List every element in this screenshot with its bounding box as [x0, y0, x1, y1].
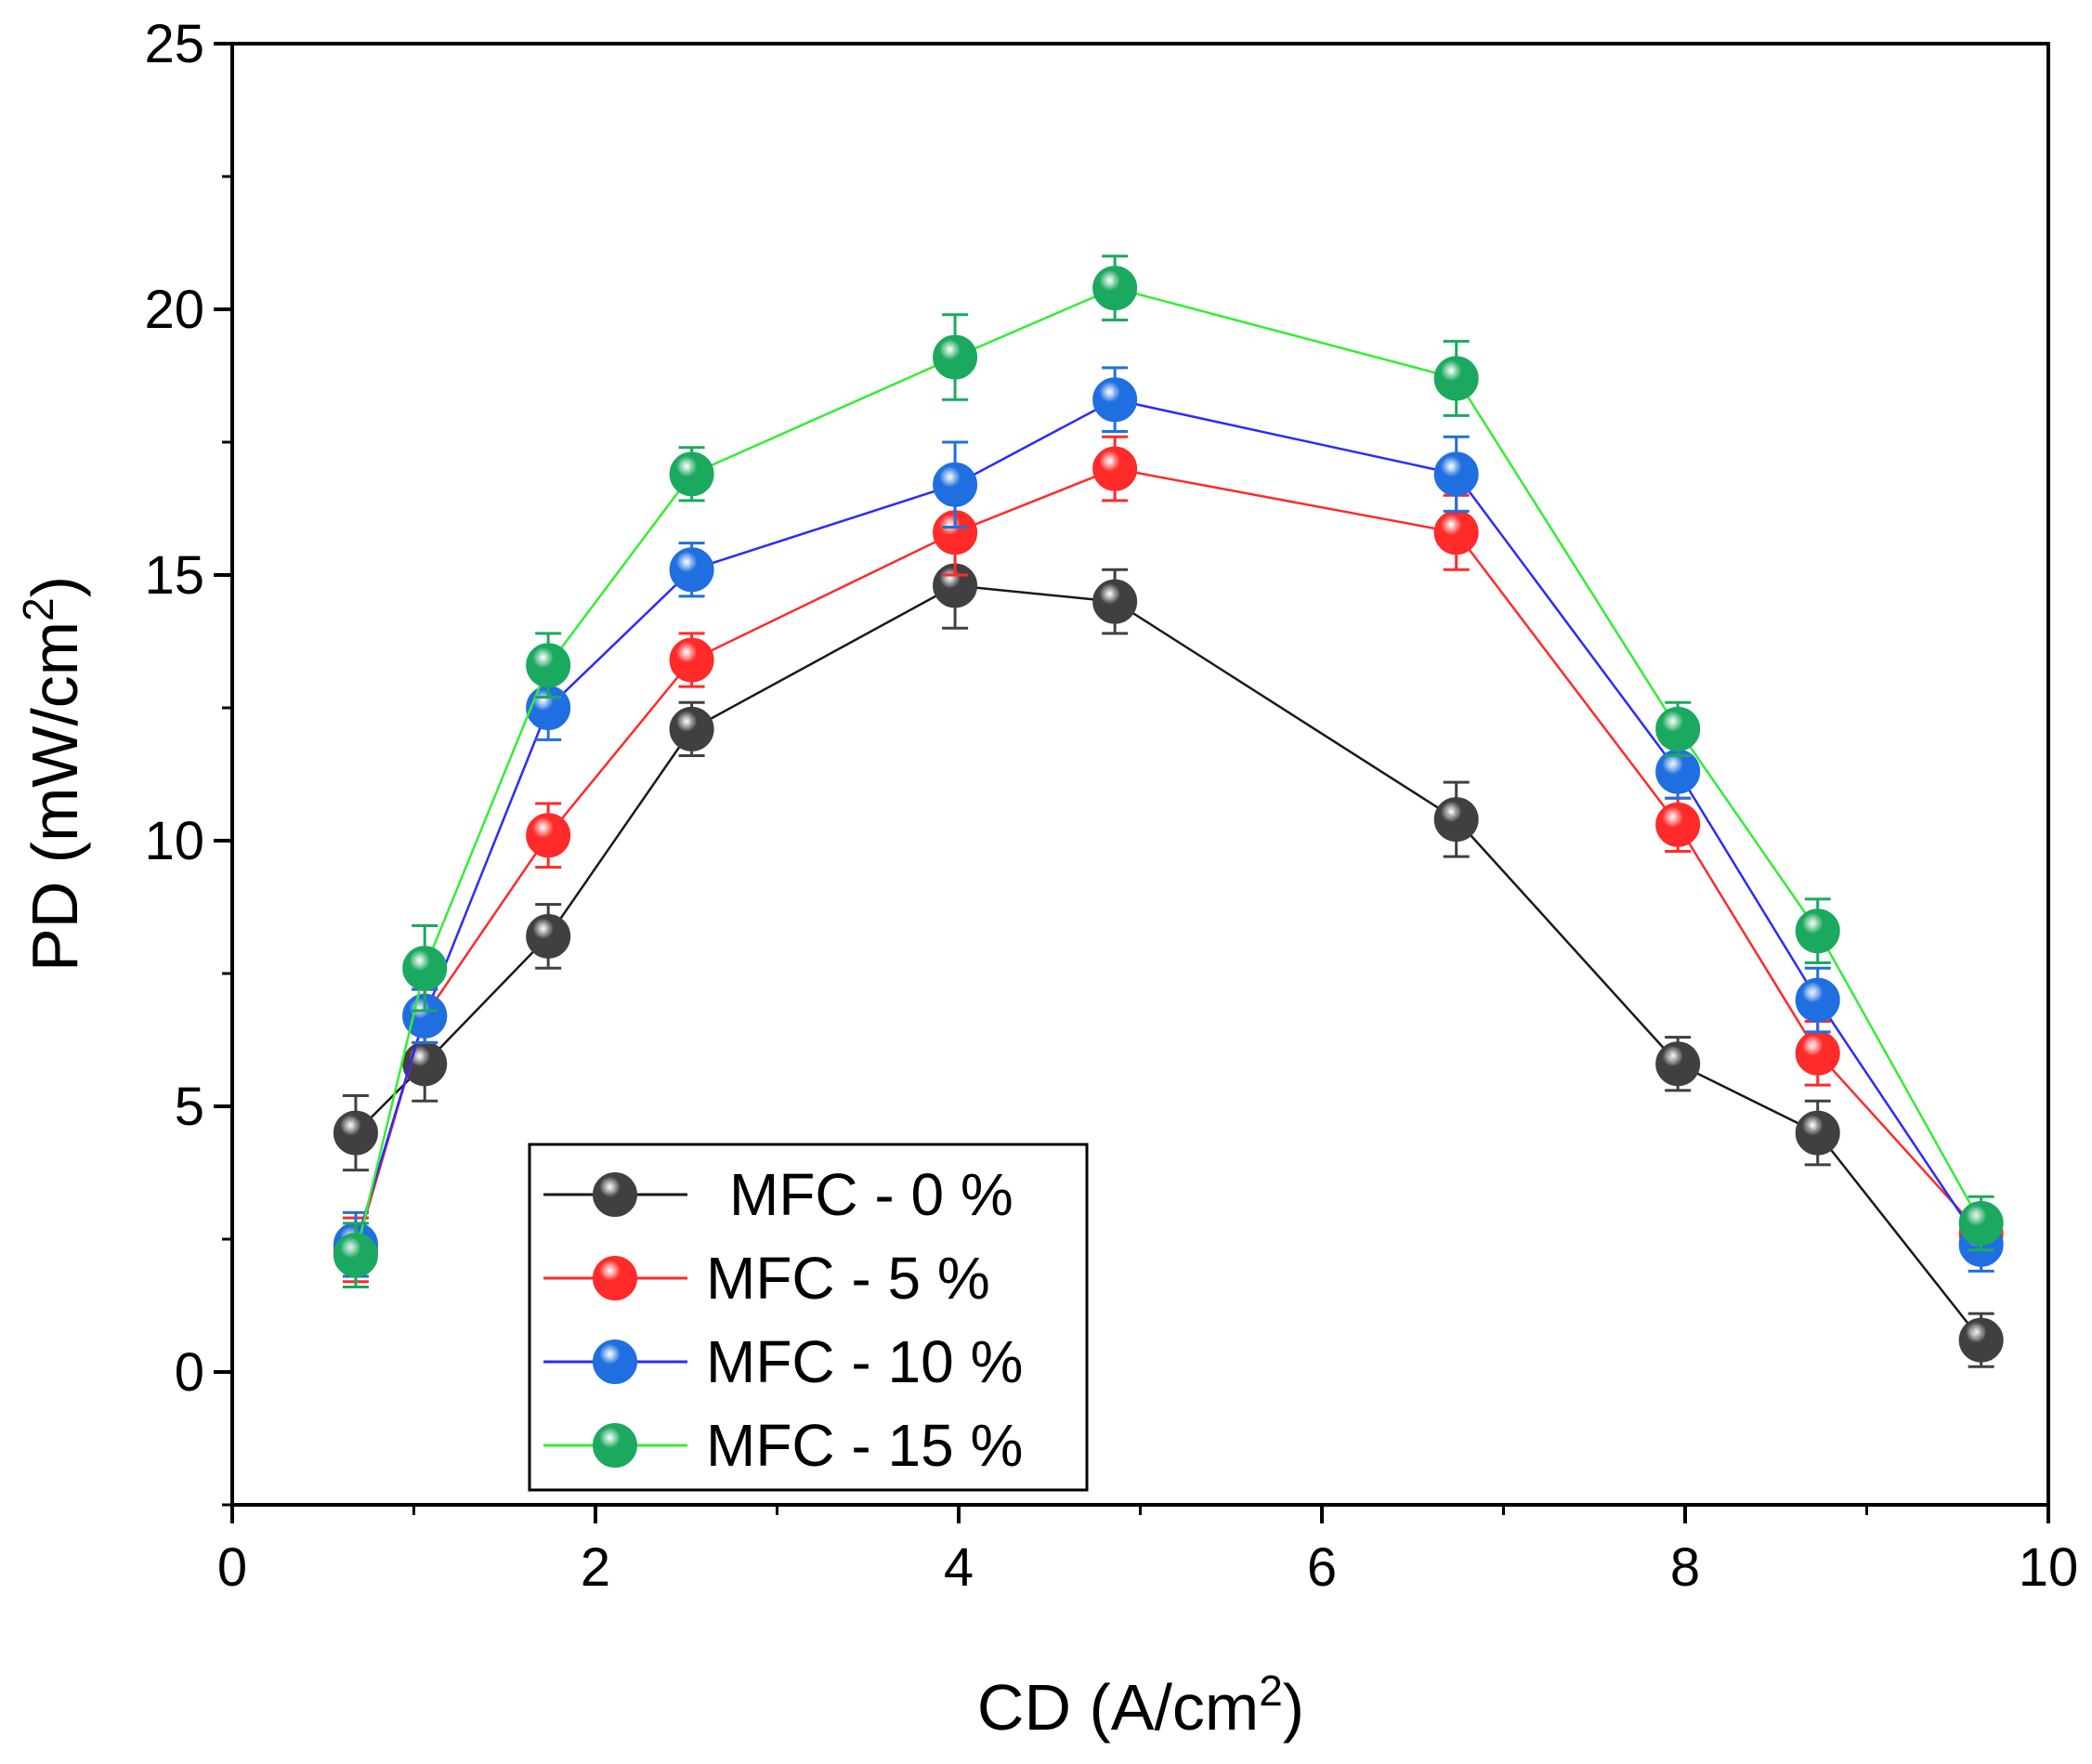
- y-tick-label: 25: [144, 14, 204, 74]
- x-tick-label: 2: [581, 1537, 610, 1598]
- y-tick-label: 0: [175, 1342, 204, 1403]
- data-point: [1433, 356, 1479, 401]
- y-tick-label: 10: [144, 811, 204, 871]
- data-point: [1092, 446, 1138, 491]
- y-tick-label: 15: [144, 545, 204, 606]
- legend-marker: [593, 1339, 637, 1384]
- x-tick-label: 10: [2019, 1537, 2079, 1598]
- x-tick-label: 8: [1670, 1537, 1700, 1598]
- data-point: [1092, 266, 1138, 311]
- y-tick-label: 5: [175, 1077, 204, 1137]
- x-tick-label: 0: [217, 1537, 247, 1598]
- data-point: [1655, 706, 1701, 751]
- x-tick-label: 4: [944, 1537, 974, 1598]
- x-tick-label: 6: [1307, 1537, 1337, 1598]
- legend-marker: [593, 1172, 637, 1217]
- series-layer: [333, 255, 2004, 1368]
- legend-marker: [593, 1423, 637, 1468]
- data-point: [933, 462, 978, 507]
- y-tick-label: 20: [144, 280, 204, 340]
- data-point: [333, 1110, 378, 1156]
- x-axis-title: CD (A/cm2): [977, 1666, 1304, 1744]
- data-point: [333, 1233, 378, 1278]
- series-2: [333, 366, 2004, 1278]
- axis-layer: 0 2 4 6 8 10 0 5 10 15 20 25: [144, 14, 2078, 1598]
- data-point: [1433, 797, 1479, 843]
- series-line: [355, 584, 1982, 1341]
- legend-marker: [593, 1256, 637, 1300]
- data-point: [1092, 377, 1138, 423]
- data-point: [1433, 451, 1479, 497]
- data-point: [1795, 1030, 1840, 1076]
- data-point: [669, 637, 714, 683]
- data-point: [526, 813, 571, 858]
- data-point: [669, 706, 714, 751]
- legend-label: MFC - 5 %: [706, 1245, 990, 1312]
- legend-label: MFC - 0 %: [729, 1161, 1013, 1228]
- y-axis-title: PD (mW/cm2): [14, 576, 91, 972]
- data-point: [933, 334, 978, 380]
- legend-label: MFC - 15 %: [706, 1412, 1023, 1479]
- data-point: [1655, 1041, 1701, 1087]
- data-point: [526, 643, 571, 688]
- legend-label: MFC - 10 %: [706, 1328, 1023, 1395]
- legend-entry: MFC - 15 %: [543, 1412, 1023, 1479]
- data-point: [669, 451, 714, 497]
- legend: MFC - 0 % MFC - 5 % MFC - 10 % MFC - 15 %: [528, 1143, 1089, 1492]
- legend-entry: MFC - 5 %: [543, 1245, 990, 1312]
- legend-entry: MFC - 0 %: [543, 1161, 1013, 1228]
- data-point: [1655, 802, 1701, 847]
- series-line: [354, 286, 1982, 1256]
- data-point: [1795, 977, 1840, 1023]
- data-point: [1433, 510, 1479, 555]
- data-point: [1958, 1200, 2004, 1246]
- data-point: [1958, 1317, 2004, 1363]
- series-line: [354, 398, 1982, 1246]
- data-point: [526, 913, 571, 959]
- data-point: [1092, 579, 1138, 624]
- data-point: [1795, 908, 1840, 954]
- legend-entry: MFC - 10 %: [543, 1328, 1023, 1395]
- data-point: [402, 946, 448, 991]
- data-point: [669, 547, 714, 593]
- series-line: [354, 467, 1982, 1250]
- series-3: [333, 255, 2004, 1288]
- data-point: [1795, 1110, 1840, 1156]
